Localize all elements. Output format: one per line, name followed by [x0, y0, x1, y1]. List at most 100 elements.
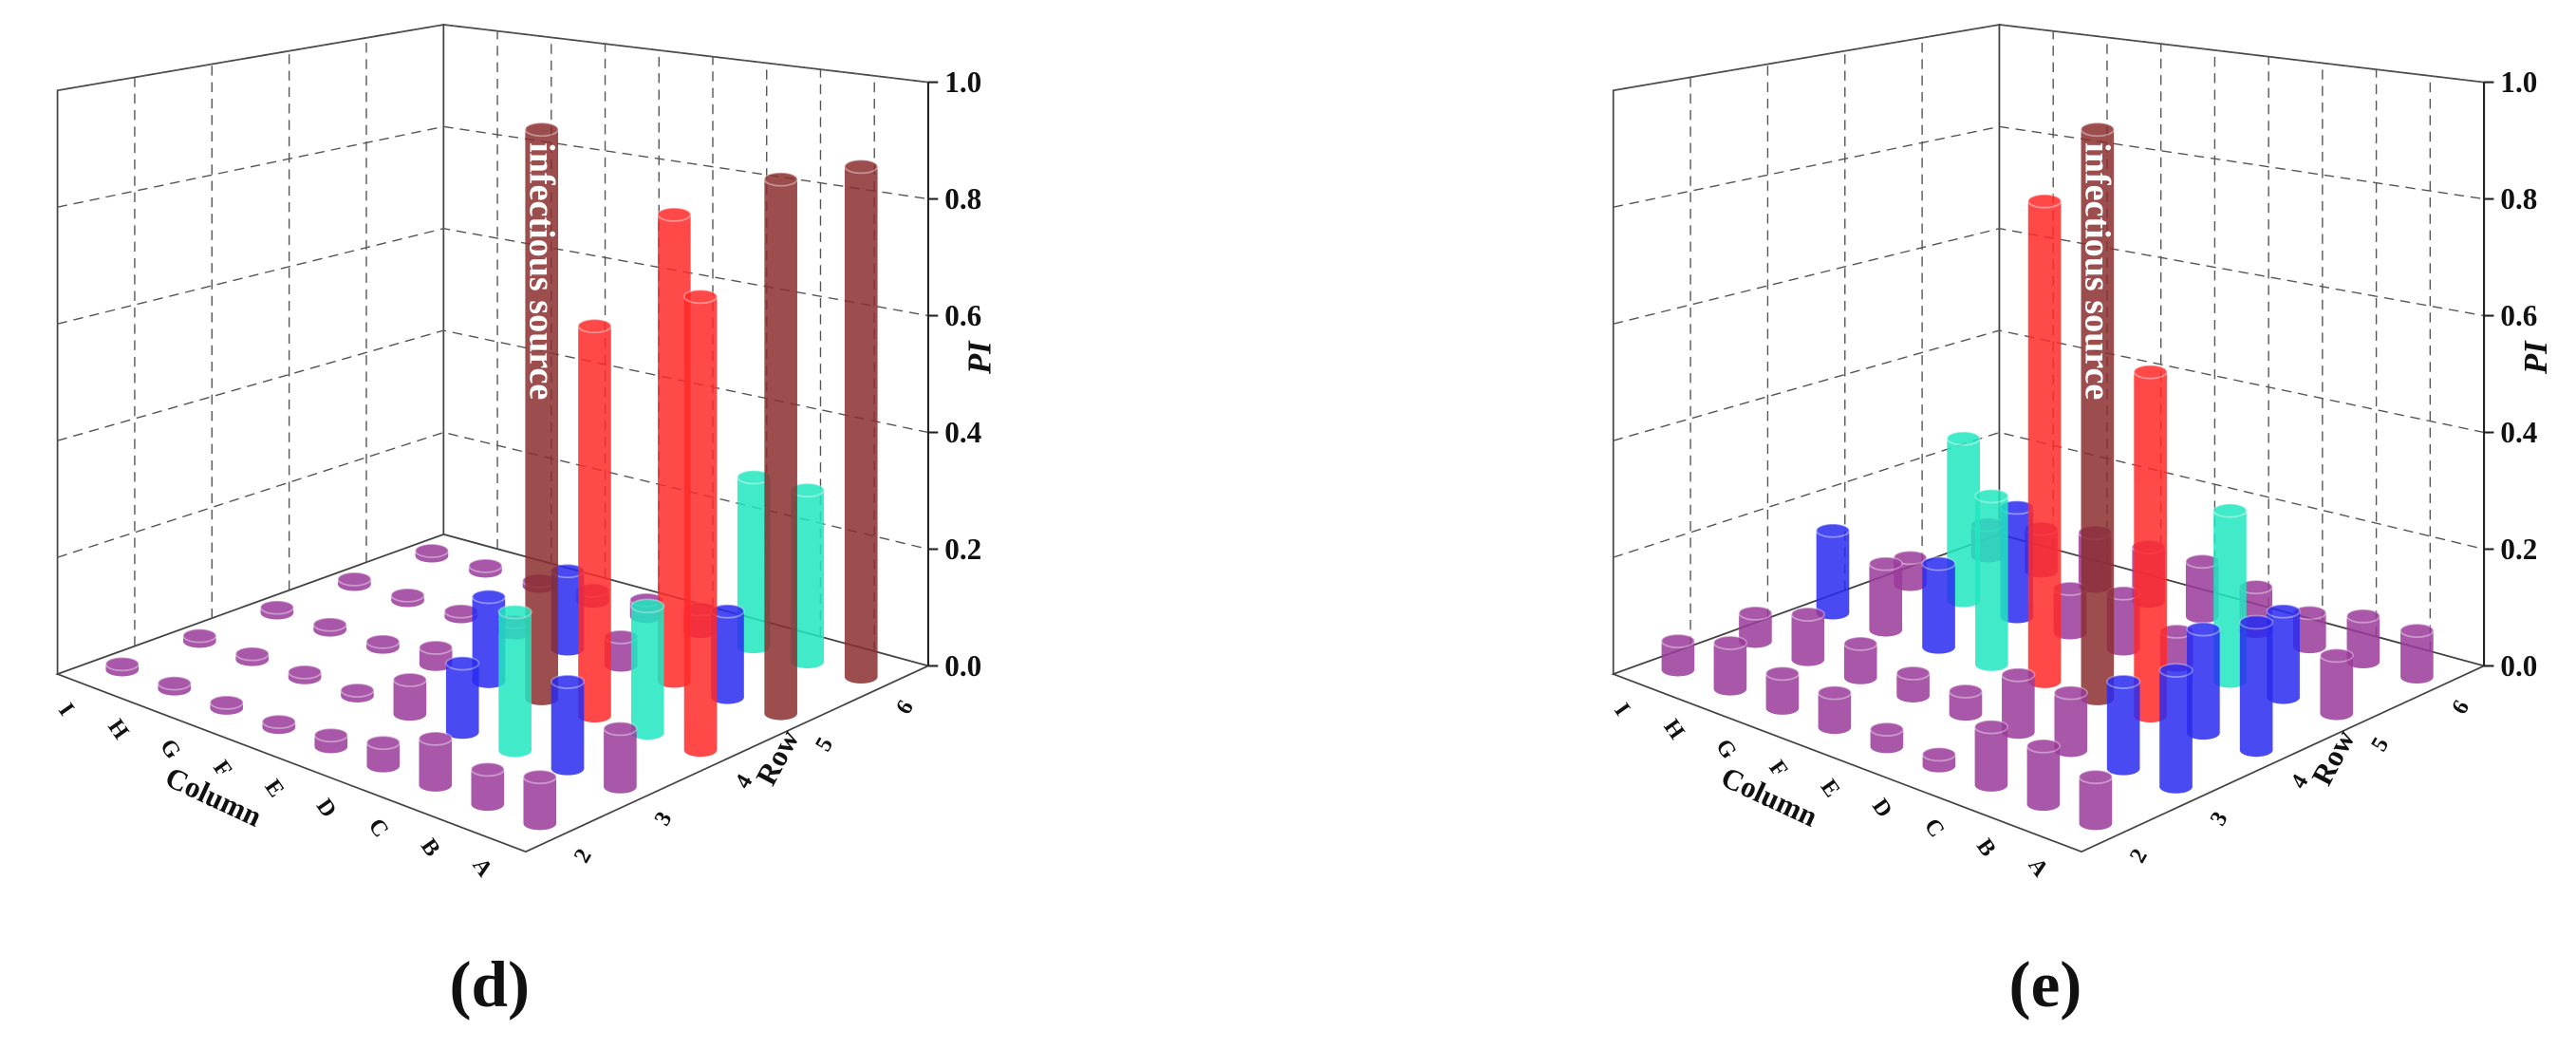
column-tick-label: E	[259, 775, 289, 802]
cylinder-body	[844, 166, 878, 678]
cylinder-top	[1764, 665, 1801, 682]
panel-label: (e)	[2009, 947, 2082, 1021]
cylinder-top	[1712, 635, 1748, 650]
grid-line	[1613, 125, 2485, 208]
cylinder	[630, 598, 665, 740]
cylinder-body	[2185, 561, 2219, 617]
cylinder-body	[2079, 777, 2113, 824]
cylinder	[104, 656, 140, 677]
cylinder	[763, 171, 798, 721]
column-tick-label: G	[155, 734, 186, 763]
cylinder	[603, 721, 638, 794]
cylinder	[1790, 607, 1825, 666]
cylinder-top	[2001, 666, 2036, 683]
column-tick-label: H	[1658, 715, 1689, 744]
cylinder-top	[2105, 674, 2141, 689]
cylinder-body	[764, 178, 797, 714]
cylinder	[261, 714, 296, 735]
cylinder	[497, 604, 532, 758]
cylinder-top	[524, 122, 559, 138]
column-tick-label: H	[103, 715, 134, 744]
column-tick-label: C	[1919, 814, 1950, 842]
cylinder-top	[365, 634, 401, 649]
cylinder-body	[1816, 530, 1850, 613]
cylinder-top	[182, 628, 217, 644]
cylinder	[2105, 674, 2141, 776]
cylinder-top	[312, 617, 347, 632]
column-tick-label: C	[364, 814, 394, 842]
cylinder-body	[1869, 563, 1903, 630]
cylinder-top	[390, 588, 425, 603]
cylinder	[2078, 769, 2114, 831]
z-axis-title: PI	[962, 340, 999, 375]
column-tick-label: G	[1710, 734, 1742, 763]
z-tick-label: 0.0	[944, 649, 981, 683]
cylinder	[313, 727, 348, 754]
z-tick-label: 0.8	[944, 182, 981, 215]
cylinder	[1868, 555, 1903, 637]
cylinder-top	[1738, 606, 1773, 621]
cylinder-body	[1791, 614, 1825, 660]
cylinder-top	[2399, 623, 2435, 638]
row-tick-label: 3	[649, 807, 677, 830]
cylinder	[2399, 623, 2435, 684]
grid-line	[1613, 431, 2485, 558]
cylinder-top	[2319, 647, 2354, 664]
cylinder-body	[1713, 643, 1747, 689]
row-tick-label: 6	[2447, 696, 2474, 719]
grid-line	[1613, 329, 2485, 441]
cylinder-top	[2053, 684, 2088, 701]
row-tick-label: 5	[811, 733, 838, 756]
column-tick-label: D	[1867, 794, 1897, 822]
cylinder	[682, 289, 719, 758]
z-tick-label: 0.0	[2500, 649, 2537, 683]
cylinder-top	[1660, 633, 1696, 648]
cylinder	[287, 665, 323, 684]
cylinder	[182, 628, 217, 648]
cylinder	[1973, 719, 2009, 792]
cylinder-top	[2238, 614, 2274, 630]
cylinder	[340, 683, 375, 702]
row-tick-label: 6	[891, 696, 919, 719]
cylinder-top	[287, 665, 323, 680]
cylinder	[259, 599, 295, 620]
cylinder-top	[468, 558, 503, 573]
column-tick-label: A	[467, 853, 497, 882]
cylinder	[468, 558, 503, 578]
cylinder	[470, 761, 505, 812]
cylinder-top	[2026, 194, 2063, 209]
cylinder	[2158, 663, 2193, 794]
cylinder-top	[550, 674, 586, 689]
cylinder	[365, 735, 401, 773]
cylinder-body	[1922, 563, 1955, 647]
cylinder	[844, 159, 879, 684]
grid-line	[1613, 228, 2485, 325]
cylinder-top	[471, 589, 507, 605]
cylinder-body	[551, 682, 585, 769]
column-tick-label: A	[2023, 853, 2053, 882]
cylinder-body	[2002, 674, 2035, 733]
cylinder-top	[340, 683, 375, 698]
cylinder	[418, 640, 454, 671]
cylinder-body	[683, 296, 718, 751]
cylinder	[2080, 122, 2116, 705]
cylinder	[2238, 614, 2274, 758]
cylinder	[1817, 684, 1853, 735]
z-tick-label: 0.6	[944, 299, 981, 332]
panel-label: (d)	[449, 947, 530, 1021]
cylinder-top	[603, 721, 638, 737]
cylinder	[337, 571, 372, 591]
cylinder	[550, 674, 586, 776]
z-tick-label: 1.0	[944, 66, 981, 99]
cylinder	[2053, 684, 2088, 758]
cylinder-body	[2159, 670, 2193, 787]
cylinder-body	[630, 606, 664, 734]
grid-line	[57, 125, 929, 208]
column-tick-label: I	[53, 699, 80, 721]
cylinder	[1764, 665, 1801, 715]
cylinder	[1921, 555, 1956, 654]
row-tick-label: 3	[2205, 807, 2232, 830]
cylinder-top	[763, 171, 798, 187]
cylinder-top	[392, 672, 428, 687]
